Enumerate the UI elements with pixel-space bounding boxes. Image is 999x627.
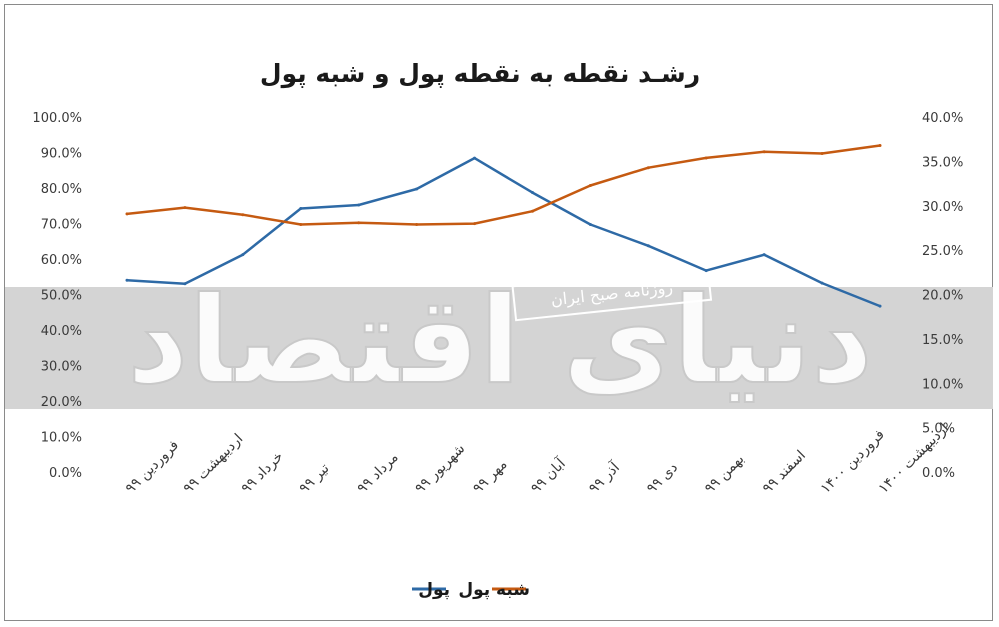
quasi-money-point xyxy=(125,212,129,216)
quasi-money-point xyxy=(878,144,882,148)
left-tick-label: 100.0% xyxy=(32,111,82,126)
quasi-money-point xyxy=(762,150,766,154)
series-line-quasi-money xyxy=(125,144,882,226)
left-tick-label: 70.0% xyxy=(41,218,82,233)
left-tick-label: 10.0% xyxy=(41,431,82,446)
money-point xyxy=(473,156,477,160)
right-tick-label: 25.0% xyxy=(922,244,963,259)
quasi-money-point xyxy=(646,166,650,170)
x-tick-label: شهریور ۹۹ xyxy=(412,441,468,497)
x-tick-label: تیر ۹۹ xyxy=(296,460,332,496)
quasi-money-point xyxy=(357,221,361,225)
money-point xyxy=(820,281,824,285)
right-tick-label: 35.0% xyxy=(922,155,963,170)
left-tick-label: 60.0% xyxy=(41,253,82,268)
left-tick-label: 0.0% xyxy=(49,466,82,481)
money-point xyxy=(530,191,534,195)
money-point xyxy=(241,253,245,257)
left-tick-label: 30.0% xyxy=(41,360,82,375)
quasi-money-point xyxy=(241,213,245,217)
legend-label-quasi-money: شبه پول xyxy=(458,580,530,600)
left-axis: 0.0% 10.0% 20.0% 30.0% 40.0% 50.0% 60.0% 70.0% 8… xyxy=(32,111,82,481)
quasi-money-point xyxy=(415,223,419,226)
money-point xyxy=(878,304,882,308)
x-tick-label: مهر ۹۹ xyxy=(470,456,510,496)
quasi-money-point xyxy=(820,152,824,155)
x-tick-label: اردیبهشت ۹۹ xyxy=(180,431,246,497)
right-tick-label: 5.0% xyxy=(922,422,955,437)
chart-title: رشـد نقطه به نقطه پول و شبه پول xyxy=(260,59,700,89)
money-point xyxy=(762,253,766,257)
watermark-brand: دنیای اقتصاد xyxy=(127,272,873,411)
left-tick-label: 20.0% xyxy=(41,395,82,410)
right-axis: 0.0% 5.0% 10.0% 15.0% 20.0% 25.0% 30.0% 35.0% 40… xyxy=(922,111,963,481)
left-tick-label: 50.0% xyxy=(41,289,82,304)
left-tick-label: 90.0% xyxy=(41,147,82,162)
quasi-money-point xyxy=(704,156,708,160)
x-tick-label: آبان ۹۹ xyxy=(527,454,569,496)
right-tick-label: 20.0% xyxy=(922,289,963,304)
quasi-money-point xyxy=(588,183,592,187)
quasi-money-point xyxy=(530,209,534,213)
quasi-money-point xyxy=(299,223,303,226)
left-tick-label: 40.0% xyxy=(41,324,82,339)
right-tick-label: 30.0% xyxy=(922,200,963,215)
plot-area xyxy=(125,144,882,308)
watermark-tagline-box xyxy=(511,264,713,322)
money-point xyxy=(704,269,708,273)
legend-label-money: پول xyxy=(418,580,450,600)
watermark: دنیای اقتصاد روزنامه صبح ایران xyxy=(5,264,993,412)
watermark-band xyxy=(5,287,993,409)
x-tick-label: فروردین ۹۹ xyxy=(123,437,183,497)
money-point xyxy=(125,278,129,282)
right-tick-label: 40.0% xyxy=(922,111,963,126)
x-tick-label: اسفند ۹۹ xyxy=(760,447,809,496)
right-tick-label: 0.0% xyxy=(922,466,955,481)
legend: پول شبه پول xyxy=(412,580,530,600)
x-tick-label: بهمن ۹۹ xyxy=(702,451,748,497)
x-tick-label: دی ۹۹ xyxy=(644,460,681,497)
right-tick-label: 10.0% xyxy=(922,377,963,392)
money-point xyxy=(183,282,187,286)
x-tick-label: آذر ۹۹ xyxy=(585,458,624,497)
x-tick-label: خرداد ۹۹ xyxy=(238,449,286,497)
series-line-money xyxy=(125,156,882,308)
x-tick-label: اردیبهشت ۱۴۰۰ xyxy=(876,420,953,497)
money-point xyxy=(415,187,419,191)
quasi-money-point xyxy=(183,206,187,210)
x-tick-label: مرداد ۹۹ xyxy=(354,449,401,496)
left-tick-label: 80.0% xyxy=(41,182,82,197)
quasi-money-point xyxy=(473,222,477,226)
money-point xyxy=(646,244,650,248)
right-tick-label: 15.0% xyxy=(922,333,963,348)
money-point xyxy=(357,203,361,207)
money-point xyxy=(299,207,303,211)
money-point xyxy=(588,223,592,226)
